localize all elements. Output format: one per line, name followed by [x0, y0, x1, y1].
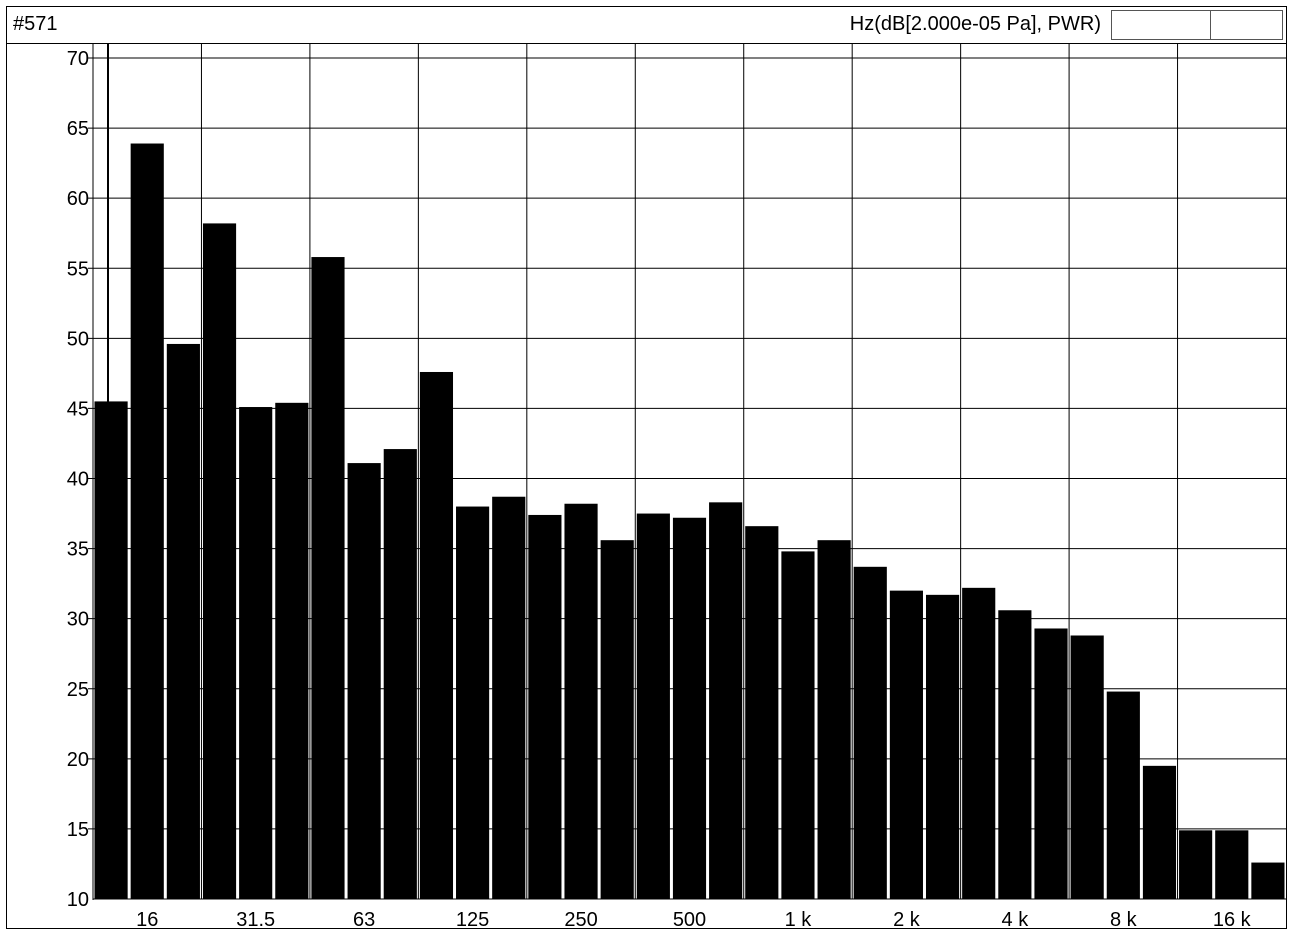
bar — [130, 143, 164, 900]
x-tick-label: 2 k — [893, 909, 921, 931]
axes-layer — [92, 44, 1286, 900]
bar — [925, 594, 960, 899]
bar — [311, 257, 345, 899]
bar — [781, 551, 815, 899]
bar — [817, 540, 851, 899]
y-tick-label: 50 — [67, 328, 89, 350]
y-tick-label: 30 — [67, 609, 89, 631]
x-tick-label: 16 k — [1213, 909, 1252, 931]
x-tick-label: 63 — [353, 909, 375, 931]
chart-header: #571 Hz(dB[2.000e-05 Pa], PWR) — [6, 6, 1287, 44]
bar — [1251, 862, 1285, 899]
y-tick-label: 35 — [67, 539, 89, 561]
y-tick-label: 45 — [67, 398, 89, 420]
x-tick-label: 500 — [673, 909, 706, 931]
y-tick-label: 25 — [67, 679, 89, 701]
y-tick-label: 40 — [67, 469, 89, 491]
y-tick-label: 70 — [67, 48, 89, 70]
bar — [456, 506, 490, 899]
bar — [745, 526, 779, 899]
y-tick-label: 60 — [67, 188, 89, 210]
bar — [492, 496, 526, 899]
bar — [1070, 635, 1104, 899]
y-tick-label: 15 — [67, 819, 89, 841]
x-tick-label: 4 k — [1002, 909, 1030, 931]
bar — [636, 513, 670, 899]
bars-layer — [94, 143, 1285, 900]
y-tick-label: 10 — [67, 889, 89, 911]
bar — [564, 503, 598, 899]
bar — [239, 407, 273, 899]
bar — [709, 502, 743, 899]
bar — [1106, 691, 1140, 899]
bar — [347, 463, 381, 899]
bar — [672, 517, 707, 899]
bar — [600, 540, 634, 899]
bar — [166, 343, 200, 899]
bar — [419, 371, 454, 899]
bar — [1179, 830, 1213, 899]
unit-label: Hz(dB[2.000e-05 Pa], PWR) — [849, 13, 1101, 35]
x-tick-label: 125 — [456, 909, 489, 931]
bar — [94, 401, 128, 899]
y-tick-label: 20 — [67, 749, 89, 771]
x-tick-label: 250 — [564, 909, 597, 931]
x-tick-label: 16 — [136, 909, 158, 931]
bar — [275, 402, 309, 899]
labels-layer: 10 15 20 25 30 35 40 45 50 55 60 65 70 16 31.5 63 125 250… — [67, 48, 1252, 931]
bar — [1034, 628, 1068, 899]
bar — [998, 610, 1032, 899]
bar — [528, 514, 562, 899]
chart-id: #571 — [13, 13, 58, 35]
x-tick-label: 8 k — [1110, 909, 1138, 931]
bar — [1215, 830, 1249, 899]
bar — [383, 449, 417, 899]
bar — [1142, 765, 1177, 899]
bar — [889, 590, 923, 899]
bar — [202, 223, 237, 899]
y-tick-label: 55 — [67, 258, 89, 280]
header-field-2[interactable] — [1210, 10, 1283, 40]
x-tick-label: 31.5 — [236, 909, 275, 931]
bar — [853, 566, 887, 899]
y-tick-label: 65 — [67, 118, 89, 140]
bar — [962, 587, 996, 899]
x-tick-label: 1 k — [785, 909, 813, 931]
